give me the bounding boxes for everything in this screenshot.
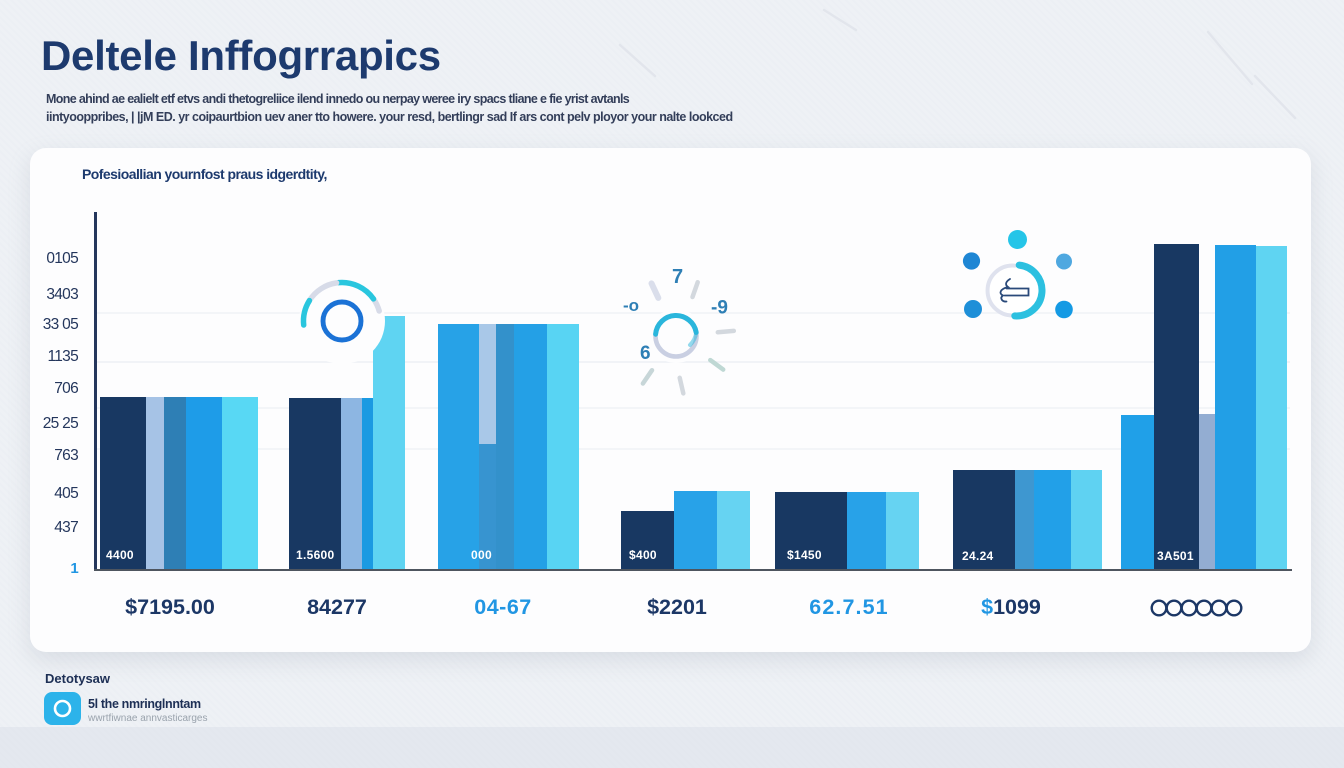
svg-text:-o: -o: [623, 296, 639, 315]
svg-text:-9: -9: [711, 298, 728, 319]
svg-text:7: 7: [672, 266, 683, 288]
svg-text:6: 6: [640, 343, 651, 364]
